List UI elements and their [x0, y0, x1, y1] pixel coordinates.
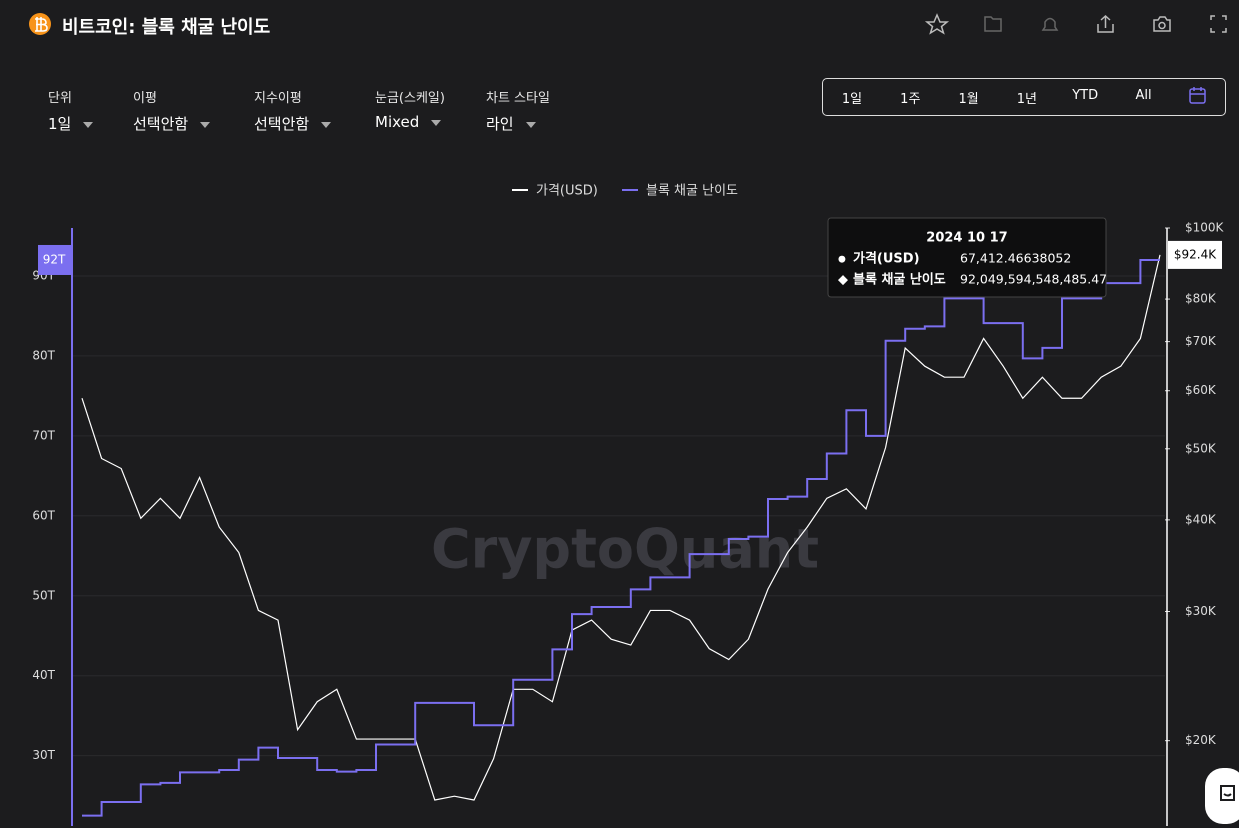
y-tick-label: 40T [32, 668, 55, 682]
control[interactable]: 단위 1일 [48, 87, 93, 134]
y2-crosshair-label: $92.4K [1174, 247, 1217, 261]
control-label: 단위 [48, 91, 72, 106]
time-button[interactable]: 1년 [1016, 92, 1038, 107]
calendar-icon[interactable] [1189, 88, 1206, 104]
tooltip-box [827, 217, 1107, 298]
series-line [82, 258, 1160, 817]
folder-icon[interactable] [984, 16, 1002, 32]
control-value: 라인 [486, 113, 550, 134]
y2-crosshair-badge [1168, 240, 1222, 269]
y2-tick-label: $50K [1185, 441, 1217, 455]
time-button[interactable]: YTD [1072, 88, 1099, 103]
control-value: 1일 [48, 113, 93, 134]
time-button[interactable]: All [1135, 88, 1152, 103]
y2-tick-label: $20K [1185, 733, 1217, 747]
control-label: 이평 [133, 91, 157, 106]
tooltip-label: 블록 채굴 난이도 [853, 272, 946, 288]
tooltip-marker: ● [838, 255, 846, 265]
alert-icon[interactable] [1041, 17, 1059, 31]
y-tick-label: 50T [32, 588, 55, 602]
control-label: 지수이평 [254, 91, 302, 106]
control-value: 선택안함 [254, 113, 331, 134]
y-tick-label: 70T [32, 428, 55, 442]
y-crosshair-label: 92T [43, 252, 66, 266]
y-crosshair-badge [38, 244, 71, 275]
y-tick-label: 60T [32, 508, 55, 522]
y2-tick-label: $60K [1185, 383, 1217, 397]
control-label: 눈금(스케일) [375, 91, 445, 106]
time-button[interactable]: 1주 [900, 92, 921, 107]
y-tick-label: 30T [32, 748, 55, 762]
favorite-icon[interactable] [924, 13, 950, 35]
time-button[interactable]: 1일 [841, 92, 863, 107]
control-label: 차트 스타일 [486, 91, 550, 106]
bitcoin-glyph [35, 17, 48, 32]
watermark: CryptoQuant [431, 518, 819, 581]
tooltip-label: 가격(USD) [853, 252, 920, 267]
legend-label: 블록 채굴 난이도 [646, 184, 738, 199]
y2-tick-label: $30K [1185, 604, 1217, 618]
time-button[interactable]: 1월 [958, 92, 979, 107]
y-tick-label: 80T [32, 348, 55, 362]
y2-tick-label: $40K [1185, 512, 1217, 526]
calendar-detail [1190, 87, 1205, 95]
control-value: Mixed [375, 113, 445, 131]
share-icon[interactable] [1097, 14, 1114, 33]
y2-tick-label: $70K [1185, 334, 1217, 348]
chat-icon [1220, 785, 1235, 801]
y2-tick-label: $100K [1185, 221, 1225, 235]
tooltip-marker: ◆ [838, 273, 848, 288]
tooltip-value: 92,049,594,548,485.47 [960, 272, 1107, 287]
control-value: 선택안함 [133, 113, 210, 134]
series-line [81, 254, 1161, 801]
tooltip-value: 67,412.46638052 [960, 251, 1071, 266]
tooltip-date: 2024 10 17 [926, 231, 1007, 246]
fullscreen-icon[interactable] [1210, 15, 1227, 33]
legend-label: 가격(USD) [536, 184, 598, 199]
control[interactable]: 눈금(스케일) Mixed [375, 87, 445, 131]
camera-lens [1158, 21, 1166, 30]
y2-tick-label: $80K [1185, 292, 1217, 306]
time-range-box [822, 78, 1226, 116]
page-title: 비트코인: 블록 채굴 난이도 [62, 17, 271, 38]
chat-button[interactable] [1205, 768, 1239, 824]
camera-icon[interactable] [1153, 16, 1171, 32]
